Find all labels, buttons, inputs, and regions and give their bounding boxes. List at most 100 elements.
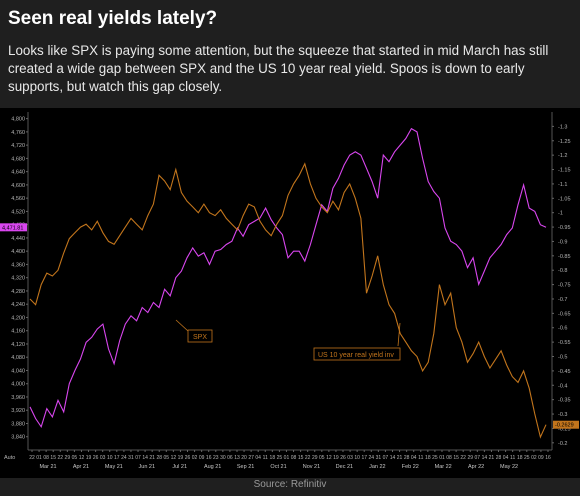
right-tick-label: -1.3 bbox=[558, 124, 567, 130]
x-day-label: 25 bbox=[524, 455, 530, 461]
x-day-label: 16 bbox=[206, 455, 212, 461]
x-day-label: 19 bbox=[178, 455, 184, 461]
x-day-label: 31 bbox=[376, 455, 382, 461]
x-day-label: 06 bbox=[227, 455, 233, 461]
x-day-label: 21 bbox=[397, 455, 403, 461]
x-month-label: Mar 21 bbox=[39, 464, 56, 470]
right-tick-label: -1.1 bbox=[558, 182, 567, 188]
page-subtitle: Looks like SPX is paying some attention,… bbox=[8, 43, 549, 94]
x-day-label: 18 bbox=[425, 455, 431, 461]
x-day-label: 28 bbox=[156, 455, 162, 461]
right-tick-label: -0.85 bbox=[558, 254, 571, 260]
spx-callout-leader bbox=[175, 319, 189, 332]
left-tick-label: 4,360 bbox=[11, 262, 25, 268]
axis-unit-label: Auto bbox=[4, 455, 15, 461]
x-day-label: 01 bbox=[439, 455, 445, 461]
left-tick-label: 4,320 bbox=[11, 276, 25, 282]
x-day-label: 29 bbox=[467, 455, 473, 461]
left-tick-label: 4,640 bbox=[11, 170, 25, 176]
left-tick-label: 4,200 bbox=[11, 315, 25, 321]
x-day-label: 03 bbox=[100, 455, 106, 461]
x-month-label: May 21 bbox=[105, 464, 123, 470]
left-tick-label: 4,680 bbox=[11, 156, 25, 162]
real-yield-last-value-tag bbox=[553, 420, 579, 429]
x-day-label: 11 bbox=[263, 455, 268, 461]
right-tick-label: -0.3 bbox=[558, 412, 567, 418]
spx-callout-label: SPX bbox=[193, 334, 207, 341]
x-day-label: 13 bbox=[234, 455, 240, 461]
source-note: Source: Refinitiv bbox=[253, 479, 327, 490]
x-day-label: 01 bbox=[284, 455, 290, 461]
x-day-label: 01 bbox=[36, 455, 42, 461]
x-day-label: 12 bbox=[171, 455, 177, 461]
x-day-label: 24 bbox=[121, 455, 127, 461]
x-day-label: 16 bbox=[545, 455, 551, 461]
x-day-label: 05 bbox=[319, 455, 325, 461]
x-day-label: 31 bbox=[128, 455, 134, 461]
left-tick-label: 4,000 bbox=[11, 382, 25, 388]
x-day-label: 22 bbox=[460, 455, 466, 461]
x-day-label: 18 bbox=[517, 455, 523, 461]
x-day-label: 08 bbox=[446, 455, 452, 461]
right-tick-label: -0.75 bbox=[558, 283, 571, 289]
left-tick-label: 3,920 bbox=[11, 408, 25, 414]
x-day-label: 10 bbox=[354, 455, 360, 461]
spx-last-value-label: 4,471.81 bbox=[2, 225, 23, 231]
chart-area: 3,840 3,880 3,920 3,960 4,000 4,040 4,080 4,120… bbox=[0, 108, 580, 478]
x-day-label: 26 bbox=[93, 455, 99, 461]
x-day-label: 17 bbox=[114, 455, 120, 461]
x-day-label: 30 bbox=[220, 455, 226, 461]
x-month-label: Apr 21 bbox=[73, 464, 89, 470]
right-tick-label: -1.25 bbox=[558, 139, 571, 145]
right-tick-label: -0.4 bbox=[558, 383, 567, 389]
x-day-label: 22 bbox=[57, 455, 63, 461]
x-month-label: Oct 21 bbox=[270, 464, 286, 470]
left-tick-label: 4,720 bbox=[11, 143, 25, 149]
x-month-label: Apr 22 bbox=[468, 464, 484, 470]
x-day-label: 15 bbox=[298, 455, 304, 461]
x-day-label: 04 bbox=[411, 455, 417, 461]
x-day-label: 14 bbox=[390, 455, 396, 461]
x-day-label: 04 bbox=[255, 455, 261, 461]
spx-callout-box bbox=[187, 329, 213, 343]
x-month-label: Aug 21 bbox=[204, 464, 221, 470]
right-tick-label: -0.9 bbox=[558, 239, 567, 245]
x-day-label: 21 bbox=[149, 455, 155, 461]
x-day-label: 07 bbox=[475, 455, 481, 461]
x-day-label: 14 bbox=[482, 455, 488, 461]
left-tick-label: 3,960 bbox=[11, 395, 25, 401]
left-tick-label: 4,600 bbox=[11, 183, 25, 189]
x-day-label: 05 bbox=[164, 455, 170, 461]
x-day-label: 29 bbox=[312, 455, 318, 461]
x-month-label: Sep 21 bbox=[237, 464, 254, 470]
x-day-label: 28 bbox=[404, 455, 410, 461]
x-day-label: 14 bbox=[142, 455, 148, 461]
x-day-label: 03 bbox=[347, 455, 353, 461]
x-day-label: 22 bbox=[29, 455, 35, 461]
spx-line bbox=[29, 127, 547, 429]
right-tick-label: -0.95 bbox=[558, 225, 571, 231]
x-day-label: 15 bbox=[453, 455, 459, 461]
x-month-label: Mar 22 bbox=[435, 464, 452, 470]
line-chart: 3,840 3,880 3,920 3,960 4,000 4,040 4,080 4,120… bbox=[0, 112, 579, 470]
left-tick-label: 4,400 bbox=[11, 249, 25, 255]
left-tick-label: 4,280 bbox=[11, 289, 25, 295]
left-tick-label: 4,520 bbox=[11, 209, 25, 215]
right-tick-label: -0.6 bbox=[558, 326, 567, 332]
x-day-label: 15 bbox=[50, 455, 56, 461]
x-month-label: May 22 bbox=[500, 464, 518, 470]
x-day-label: 26 bbox=[340, 455, 346, 461]
x-day-label: 04 bbox=[503, 455, 509, 461]
x-day-label: 07 bbox=[135, 455, 141, 461]
x-day-label: 11 bbox=[510, 455, 515, 461]
real-yield-last-value-label: -0.2629 bbox=[555, 423, 574, 429]
x-day-label: 09 bbox=[538, 455, 544, 461]
x-day-label: 07 bbox=[383, 455, 389, 461]
x-day-label: 12 bbox=[79, 455, 85, 461]
x-day-label: 10 bbox=[107, 455, 113, 461]
x-day-label: 22 bbox=[305, 455, 311, 461]
right-tick-label: -1 bbox=[558, 211, 563, 217]
left-tick-label: 4,040 bbox=[11, 368, 25, 374]
right-tick-label: -0.25 bbox=[558, 426, 571, 432]
x-day-label: 28 bbox=[496, 455, 502, 461]
